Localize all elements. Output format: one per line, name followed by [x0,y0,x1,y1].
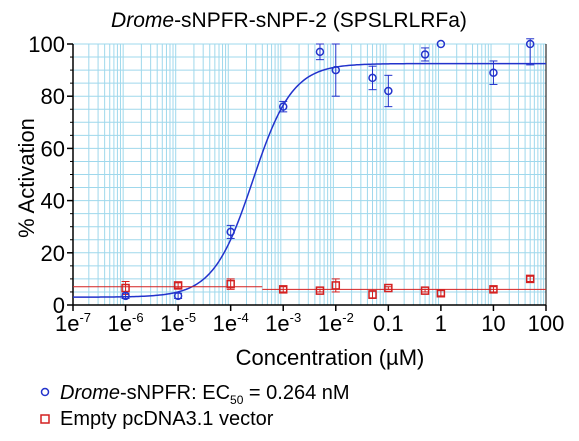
fit-curve-sNPFR [73,62,546,298]
empty-vector-point [436,289,446,298]
x-axis-label: Concentration (µM) [236,345,425,370]
legend-entry-1-sub: 50 [230,393,244,407]
tick-label-layer: 0 20 40 60 80 100 1e-7 1e-6 1e-5 1e-4 1e-3 1e-2 0.1 1… [28,32,564,336]
legend-entry-1: Drome-sNPFR: EC50 = 0.264 nM [60,382,350,407]
x-tick-label: 1e-7 [55,310,91,336]
sNPFR-point [226,227,235,237]
x-tick-label: 1e-6 [108,310,144,336]
empty-vector-point [420,286,430,295]
legend: Drome-sNPFR: EC50 = 0.264 nM Empty pcDNA… [40,382,350,430]
sNPFR-point [121,291,130,301]
x-tick-label: 1e-3 [265,310,301,336]
chart-title-italic: Drome [111,9,174,32]
x-tick-label: 0.1 [373,311,404,336]
empty-vector-point [278,285,288,294]
sNPFR-point [368,73,377,83]
empty-vector-point [525,274,535,284]
sNPFR-point [331,65,341,75]
x-tick-label: 1e-5 [160,310,196,336]
x-tick-label: 1e-4 [213,310,249,336]
y-tick-label: 0 [53,293,65,318]
grid-layer [73,43,546,306]
sNPFR-point [173,291,183,301]
legend-entry-1-tail: = 0.264 nM [243,382,349,404]
legend-entry-1-italic: Drome [60,382,120,404]
sNPFR-point [384,86,393,96]
empty-vector-point [331,281,341,290]
y-tick-label: 100 [28,32,65,57]
data-points-layer [121,38,535,301]
sNPFR-point [436,39,446,49]
empty-vector-point [489,285,498,294]
sNPFR-point [420,50,430,59]
chart-title: Drome-sNPFR-sNPF-2 (SPSLRLRFa) [111,9,467,32]
y-tick-label: 80 [41,84,65,109]
fit-curve-layer [73,62,546,298]
legend-entry-2: Empty pcDNA3.1 vector [60,408,274,430]
legend-entry-1-rest: -sNPFR: EC [120,382,230,404]
x-tick-label: 100 [528,311,565,336]
x-tick-label: 1 [435,311,447,336]
sNPFR-point [315,47,325,57]
empty-vector-point [226,279,235,289]
y-tick-label: 20 [41,241,65,266]
sNPFR-point [525,39,535,49]
y-tick-label: 40 [41,189,65,214]
empty-vector-point [173,281,183,290]
y-axis-label: % Activation [14,118,39,238]
x-tick-label: 1e-2 [318,310,354,336]
y-tick-label: 60 [41,136,65,161]
chart-title-rest: -sNPFR-sNPF-2 (SPSLRLRFa) [174,9,467,32]
empty-vector-point [384,283,393,293]
empty-vector-point [121,283,130,293]
empty-vector-point [315,286,325,295]
x-tick-label: 10 [481,311,505,336]
legend-marker-square [40,414,50,424]
legend-marker-circle [40,387,50,397]
empty-vector-point [368,290,377,299]
sNPFR-point [489,68,498,77]
sNPFR-point [278,102,288,111]
